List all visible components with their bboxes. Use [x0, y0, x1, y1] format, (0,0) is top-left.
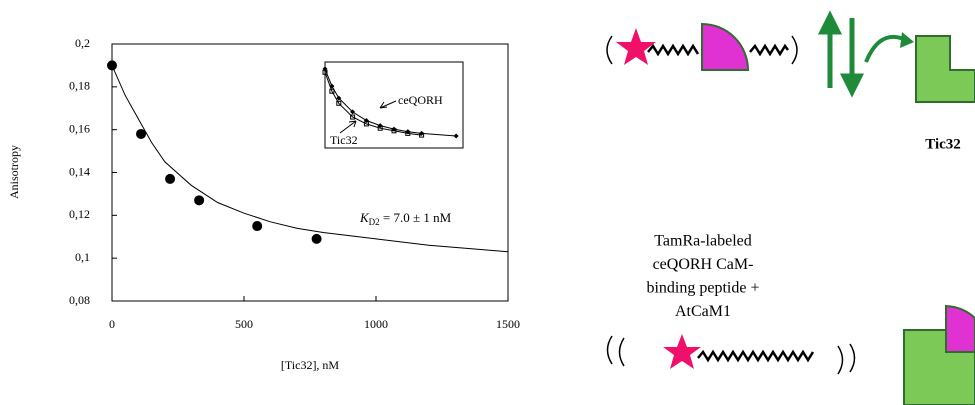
- y-tick-label: 0,14: [69, 164, 90, 178]
- peptide: [749, 43, 789, 57]
- data-point: [391, 128, 397, 134]
- kd-subscript: D2: [369, 217, 380, 227]
- tic32-shape: [915, 35, 975, 103]
- y-tick-label: 0,16: [69, 121, 90, 135]
- data-point: [405, 130, 411, 136]
- inset-arrow: [379, 100, 397, 109]
- caption-line: AtCaM1: [675, 303, 731, 320]
- data-point: [377, 125, 383, 131]
- x-tick-label: 500: [235, 317, 253, 331]
- data-point: [419, 132, 425, 138]
- fit-curve: [324, 72, 422, 136]
- motion-mark: [606, 335, 625, 367]
- inset-label: ceQORH: [398, 93, 443, 107]
- y-tick-label: 0,12: [69, 207, 90, 221]
- caption-line: TamRa-labeled: [654, 233, 752, 250]
- kd-text: = 7.0 ± 1 nM: [380, 210, 452, 225]
- calmodulin: [945, 304, 975, 353]
- peptide: [697, 349, 815, 363]
- equilibrium-arrow: [817, 10, 843, 88]
- protein-label: Tic32: [925, 136, 961, 152]
- binding-arrow-head: [900, 32, 914, 48]
- inset-frame: [324, 61, 464, 149]
- fit-curve: [324, 68, 457, 137]
- data-point: [363, 121, 369, 127]
- binding-arrow: [864, 34, 907, 63]
- data-point: [453, 133, 459, 139]
- fluorophore-star: [616, 28, 656, 65]
- y-tick-label: 0,1: [75, 250, 90, 264]
- kd-symbol: K: [359, 210, 370, 225]
- data-point: [322, 69, 328, 75]
- y-tick-label: 0,18: [69, 79, 90, 93]
- data-point: [336, 95, 342, 101]
- x-axis-label: [Tic32], nM: [281, 358, 340, 372]
- peptide: [647, 43, 700, 57]
- equilibrium-arrow: [839, 18, 865, 98]
- x-tick-label: 1000: [364, 317, 388, 331]
- data-point: [336, 100, 342, 106]
- inset-arrow: [339, 120, 357, 134]
- calmodulin: [701, 22, 750, 71]
- data-point: [252, 221, 263, 232]
- data-point: [165, 173, 176, 184]
- x-tick-label: 0: [109, 317, 115, 331]
- motion-mark: [606, 35, 613, 65]
- fit-curve: [111, 65, 509, 253]
- data-point: [350, 114, 356, 120]
- kd-annotation: KD2 = 7.0 ± 1 nM: [359, 210, 452, 227]
- x-tick-label: 1500: [496, 317, 520, 331]
- data-point: [311, 233, 322, 244]
- motion-mark: [791, 35, 798, 65]
- data-point: [136, 128, 147, 139]
- caption: TamRa-labeled ceQORH CaM-binding peptide …: [646, 233, 759, 321]
- caption-line: ceQORH CaM-: [653, 256, 754, 273]
- y-tick-label: 0,2: [75, 36, 90, 50]
- caption-line: binding peptide +: [646, 280, 759, 297]
- data-point: [377, 123, 383, 129]
- inset-label: Tic32: [330, 133, 358, 147]
- motion-mark: [837, 343, 856, 375]
- fluorophore-star: [663, 334, 701, 369]
- data-point: [350, 109, 356, 115]
- y-tick-label: 0,08: [69, 293, 90, 307]
- data-point: [329, 88, 335, 94]
- y-axis-label: Anisotropy: [7, 145, 21, 199]
- data-point: [194, 195, 205, 206]
